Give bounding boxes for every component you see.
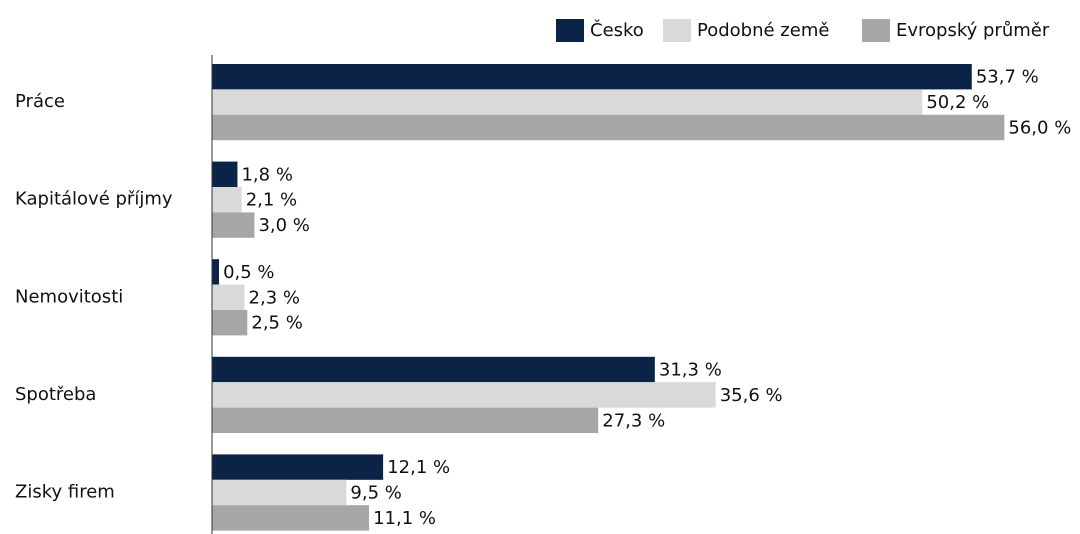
bar bbox=[212, 479, 347, 506]
value-label-bg bbox=[1004, 116, 1076, 139]
value-label: 53,7 % bbox=[976, 67, 1039, 88]
bar bbox=[212, 89, 923, 115]
legend-item: Podobné země bbox=[663, 19, 829, 42]
value-label-bg bbox=[237, 163, 297, 185]
value-label: 35,6 % bbox=[720, 385, 783, 406]
value-label: 1,8 % bbox=[241, 164, 292, 185]
category-label: Zisky firem bbox=[15, 482, 115, 503]
value-label-bg bbox=[241, 189, 302, 211]
category-label: Práce bbox=[15, 91, 65, 112]
value-label: 11,1 % bbox=[373, 508, 436, 529]
value-label: 31,3 % bbox=[659, 360, 722, 381]
value-label-bg bbox=[971, 66, 1043, 88]
value-label: 9,5 % bbox=[350, 483, 401, 504]
category-label: Spotřeba bbox=[15, 384, 96, 405]
bar bbox=[212, 187, 242, 213]
value-label-bg bbox=[715, 384, 787, 406]
value-label: 50,2 % bbox=[926, 92, 989, 113]
legend-label: Česko bbox=[590, 19, 644, 41]
value-label-bg bbox=[654, 358, 726, 381]
bar bbox=[212, 454, 384, 480]
value-label: 12,1 % bbox=[387, 457, 450, 478]
legend-swatch bbox=[862, 19, 890, 42]
bar bbox=[212, 64, 972, 90]
value-label-bg bbox=[247, 312, 307, 334]
bar bbox=[212, 310, 248, 336]
value-label-bg bbox=[346, 481, 406, 504]
bar bbox=[212, 505, 370, 531]
value-label-bg bbox=[598, 409, 670, 431]
legend-swatch bbox=[663, 19, 691, 42]
value-label: 2,5 % bbox=[251, 313, 302, 334]
value-label-bg bbox=[922, 91, 994, 113]
legend-item: Evropský průměr bbox=[862, 19, 1050, 42]
value-label: 27,3 % bbox=[602, 410, 665, 431]
category-label: Kapitálové příjmy bbox=[15, 189, 173, 210]
bar bbox=[212, 114, 1005, 141]
value-label-bg bbox=[219, 261, 279, 283]
bar bbox=[212, 259, 220, 285]
legend-label: Evropský průměr bbox=[896, 20, 1050, 41]
value-label-bg bbox=[369, 507, 440, 529]
bar bbox=[212, 407, 599, 433]
legend-item: Česko bbox=[556, 19, 644, 42]
bar bbox=[212, 356, 655, 383]
value-label-bg bbox=[383, 456, 455, 478]
value-label-bg bbox=[244, 286, 304, 308]
value-label: 2,3 % bbox=[249, 287, 300, 308]
bar bbox=[212, 161, 238, 187]
value-label-bg bbox=[254, 214, 314, 236]
value-label: 3,0 % bbox=[258, 215, 309, 236]
bar bbox=[212, 212, 255, 238]
value-label: 56,0 % bbox=[1008, 118, 1071, 139]
bar bbox=[212, 382, 716, 408]
category-label: Nemovitosti bbox=[15, 286, 123, 307]
value-label: 0,5 % bbox=[223, 262, 274, 283]
legend-label: Podobné země bbox=[697, 20, 829, 41]
value-label: 2,1 % bbox=[246, 190, 297, 211]
legend-swatch bbox=[556, 19, 584, 42]
bar bbox=[212, 284, 245, 310]
